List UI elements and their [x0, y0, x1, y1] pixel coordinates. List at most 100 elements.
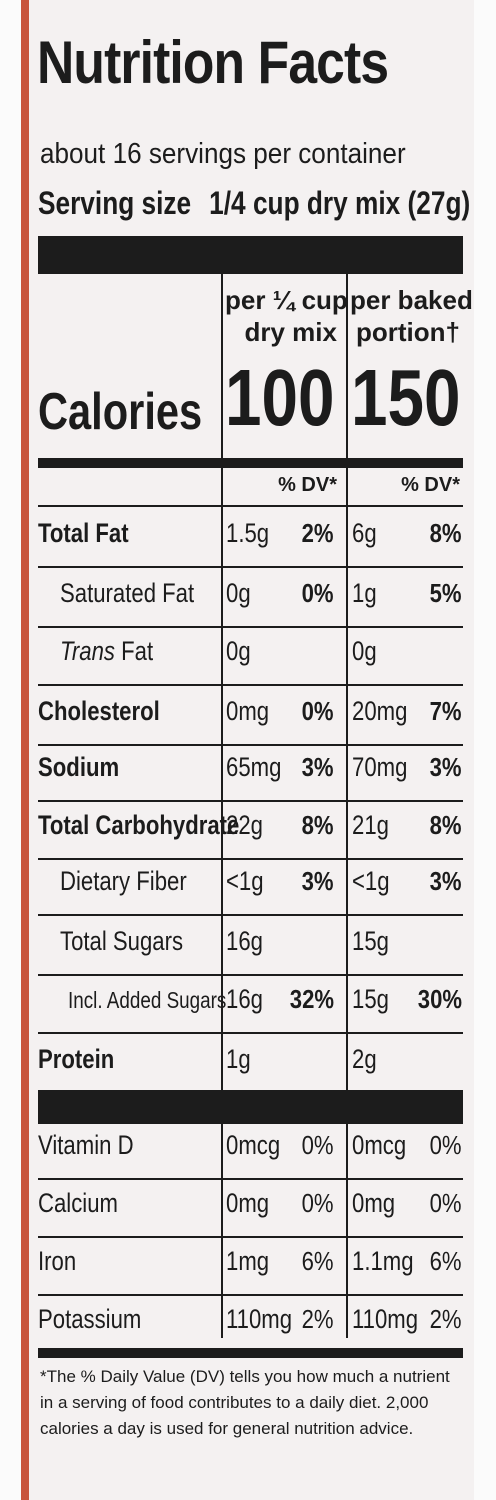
dv-baked: 5%	[430, 578, 462, 608]
vitamin-amount-dry-mix: 110mg	[226, 1304, 293, 1334]
row-divider	[38, 858, 463, 860]
amount-dry-mix: 22g	[226, 810, 263, 840]
nutrient-label-trans-fat: Trans Fat	[60, 636, 153, 667]
vitamin-amount-baked: 1.1mg	[352, 1246, 414, 1276]
amount-baked: 15g	[352, 926, 389, 956]
amount-dry-mix: 16g	[226, 984, 263, 1014]
amount-baked: 6g	[352, 518, 377, 548]
medium-divider-calories	[38, 458, 463, 468]
vitamin-dv-baked: 0%	[430, 1130, 462, 1160]
vitamin-amount-dry-mix: 0mcg	[226, 1130, 281, 1160]
amount-dry-mix: 65mg	[226, 752, 282, 782]
medium-divider-footnote	[38, 1348, 463, 1358]
vitamin-dv-baked: 0%	[430, 1188, 462, 1218]
amount-baked: 15g	[352, 984, 389, 1014]
vitamin-label: Vitamin D	[38, 1130, 134, 1160]
amount-baked: <1g	[352, 866, 390, 896]
thick-divider-vitamins	[38, 1090, 463, 1124]
serving-size-row: Serving size 1/4 cup dry mix (27g)	[38, 185, 470, 222]
vitamin-dv-dry-mix: 0%	[302, 1188, 334, 1218]
row-divider	[38, 1236, 463, 1238]
amount-dry-mix: 0g	[226, 636, 251, 666]
nutrient-label: Saturated Fat	[60, 578, 195, 608]
nutrient-label: Total Fat	[38, 518, 129, 548]
vitamin-label: Iron	[38, 1246, 77, 1276]
dv-baked: 7%	[430, 696, 462, 726]
vitamin-label: Calcium	[38, 1188, 118, 1218]
row-divider	[38, 566, 463, 568]
row-divider	[38, 744, 463, 746]
dv-baked: 3%	[430, 866, 462, 896]
row-divider	[38, 800, 463, 802]
amount-dry-mix: 16g	[226, 926, 263, 956]
servings-per-container: about 16 servings per container	[40, 138, 406, 170]
serving-size-label: Serving size	[38, 185, 192, 221]
nutrient-label: Incl. Added Sugars	[68, 987, 227, 1013]
vitamin-dv-baked: 6%	[430, 1246, 462, 1276]
nutrient-label: Sodium	[38, 752, 120, 782]
vitamin-amount-dry-mix: 0mg	[226, 1188, 270, 1218]
dv-dry-mix: 2%	[302, 518, 334, 548]
vitamin-dv-baked: 2%	[430, 1304, 462, 1334]
amount-dry-mix: 0mg	[226, 696, 270, 726]
dv-baked: 3%	[430, 752, 462, 782]
dv-dry-mix: 32%	[289, 984, 334, 1014]
vitamin-dv-dry-mix: 0%	[302, 1130, 334, 1160]
row-divider	[38, 505, 463, 507]
dv-baked: 8%	[430, 810, 462, 840]
row-divider	[38, 914, 463, 916]
row-divider	[38, 974, 463, 976]
nutrient-label: Dietary Fiber	[60, 866, 187, 896]
dv-baked: 30%	[417, 984, 462, 1014]
dv-dry-mix: 0%	[302, 696, 334, 726]
amount-baked: 1g	[352, 578, 377, 608]
nutrition-facts-title: Nutrition Facts	[37, 29, 389, 96]
calories-dry-mix: 100	[224, 353, 334, 442]
trans-rest: Fat	[114, 636, 154, 666]
amount-baked: 0g	[352, 636, 377, 666]
amount-dry-mix: 0g	[226, 578, 251, 608]
vitamin-amount-baked: 0mg	[352, 1188, 396, 1218]
thick-divider-top	[38, 236, 463, 274]
dv-header-baked: % DV*	[401, 474, 460, 496]
row-divider	[38, 1032, 463, 1034]
nutrient-label: Protein	[38, 1044, 115, 1074]
amount-dry-mix: 1g	[226, 1044, 251, 1074]
dv-dry-mix: 0%	[302, 578, 334, 608]
column-header-baked-line2: portion†	[356, 317, 460, 347]
vitamin-amount-dry-mix: 1mg	[226, 1246, 270, 1276]
dv-dry-mix: 3%	[302, 866, 334, 896]
amount-baked: 21g	[352, 810, 389, 840]
column-divider-1	[221, 274, 223, 1338]
column-header-dry-mix-line2: dry mix	[244, 317, 338, 347]
nutrient-label: Cholesterol	[38, 696, 160, 726]
calories-label: Calories	[38, 383, 203, 441]
package-edge-stripe	[21, 0, 29, 1500]
dv-header-dry-mix: % DV*	[278, 474, 337, 496]
dv-dry-mix: 8%	[302, 810, 334, 840]
amount-dry-mix: 1.5g	[226, 518, 270, 548]
dv-baked: 8%	[430, 518, 462, 548]
vitamin-label: Potassium	[38, 1304, 142, 1334]
vitamin-dv-dry-mix: 6%	[302, 1246, 334, 1276]
column-header-dry-mix-line1: per ¼ cup	[225, 285, 348, 315]
amount-baked: 20mg	[352, 696, 408, 726]
column-divider-2	[346, 274, 348, 1338]
column-header-baked: per baked portion†	[350, 284, 473, 348]
calories-baked: 150	[350, 353, 460, 442]
amount-baked: 70mg	[352, 752, 408, 782]
vitamin-dv-dry-mix: 2%	[302, 1304, 334, 1334]
daily-value-footnote: *The % Daily Value (DV) tells you how mu…	[40, 1367, 450, 1438]
nutrient-label: Total Carbohydrate	[38, 810, 240, 840]
column-header-dry-mix: per ¼ cup dry mix	[225, 284, 348, 348]
serving-size-value: 1/4 cup dry mix (27g)	[209, 185, 471, 221]
row-divider	[38, 626, 463, 628]
row-divider	[38, 1178, 463, 1180]
vitamin-amount-baked: 0mcg	[352, 1130, 407, 1160]
vitamin-amount-baked: 110mg	[352, 1304, 419, 1334]
column-header-baked-line1: per baked	[350, 285, 473, 315]
row-divider	[38, 1294, 463, 1296]
trans-italic: Trans	[60, 636, 115, 666]
amount-baked: 2g	[352, 1044, 377, 1074]
